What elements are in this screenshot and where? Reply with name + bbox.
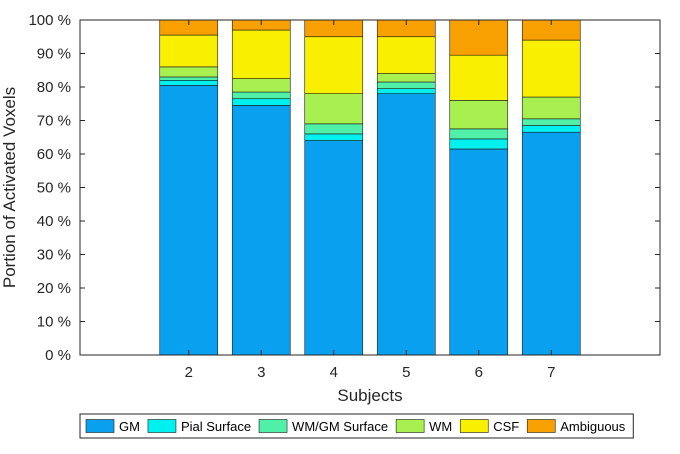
bar-segment-wm-subject-5 <box>376 73 436 83</box>
legend-swatch-ambiguous <box>526 419 556 433</box>
bar-segment-wm-subject-7 <box>521 96 581 120</box>
y-tick-label: 30 % <box>37 247 71 264</box>
bar-segment-wm-subject-2 <box>159 66 219 78</box>
bar-segment-pial-surface-subject-6 <box>449 138 509 150</box>
bar-segment-csf-subject-7 <box>521 39 581 98</box>
legend-swatch-pial-surface <box>147 419 177 433</box>
bar-segment-csf-subject-6 <box>449 54 509 101</box>
legend-label-csf: CSF <box>493 419 519 434</box>
bar-segment-wm-gm-surface-subject-6 <box>449 128 509 140</box>
x-axis-label: Subjects <box>337 386 402 405</box>
bar-segment-gm-subject-6 <box>449 148 509 356</box>
bar-segment-wm-gm-surface-subject-4 <box>304 123 364 135</box>
y-tick-label: 20 % <box>37 280 71 297</box>
y-tick-label: 100 % <box>28 12 71 29</box>
bar-segment-gm-subject-7 <box>521 131 581 356</box>
x-axis-ticks: 2 3 4 5 6 7 <box>185 20 555 381</box>
bar-segment-csf-subject-3 <box>231 29 291 79</box>
bar-segment-wm-gm-surface-subject-5 <box>376 81 436 89</box>
legend-swatch-csf <box>459 419 489 433</box>
bar-segment-ambiguous-subject-6 <box>449 19 509 56</box>
bar-segment-pial-surface-subject-7 <box>521 125 581 133</box>
legend-label-pial-surface: Pial Surface <box>181 419 251 434</box>
y-axis-ticks: 0 % 10 % 20 % 30 % 40 % 50 % 60 % 70 % 80 % 90 % 1… <box>28 12 660 364</box>
bar-segment-wm-subject-6 <box>449 100 509 130</box>
y-tick-label: 80 % <box>37 79 71 96</box>
bar-segment-wm-gm-surface-subject-3 <box>231 91 291 100</box>
bar-segment-pial-surface-subject-2 <box>159 80 219 86</box>
bar-segment-csf-subject-4 <box>304 36 364 95</box>
y-tick-label: 40 % <box>37 213 71 230</box>
bars-layer <box>159 19 581 356</box>
bar-segment-gm-subject-4 <box>304 140 364 356</box>
bar-segment-wm-gm-surface-subject-2 <box>159 76 219 81</box>
y-tick-label: 10 % <box>37 314 71 331</box>
bar-segment-gm-subject-2 <box>159 85 219 356</box>
bar-segment-pial-surface-subject-4 <box>304 133 364 141</box>
y-axis-label: Portion of Activated Voxels <box>0 87 19 288</box>
x-tick-label: 4 <box>330 364 338 381</box>
legend-label-gm: GM <box>119 419 140 434</box>
bar-segment-wm-subject-4 <box>304 93 364 125</box>
x-tick-label: 3 <box>257 364 265 381</box>
legend: GM Pial Surface WM/GM Surface WM CSF Ambiguou… <box>79 413 634 439</box>
bar-segment-gm-subject-5 <box>376 93 436 356</box>
legend-swatch-gm <box>85 419 115 433</box>
legend-label-wm-gm-surface: WM/GM Surface <box>292 419 388 434</box>
x-tick-label: 5 <box>402 364 410 381</box>
x-tick-label: 6 <box>475 364 483 381</box>
bar-segment-csf-subject-2 <box>159 34 219 68</box>
x-tick-label: 2 <box>185 364 193 381</box>
legend-swatch-wm-gm-surface <box>258 419 288 433</box>
y-tick-label: 50 % <box>37 180 71 197</box>
bar-segment-gm-subject-3 <box>231 105 291 356</box>
y-tick-label: 0 % <box>45 347 71 364</box>
y-tick-label: 70 % <box>37 113 71 130</box>
legend-swatch-wm <box>395 419 425 433</box>
y-tick-label: 60 % <box>37 146 71 163</box>
bar-segment-csf-subject-5 <box>376 36 436 74</box>
bar-segment-pial-surface-subject-5 <box>376 88 436 95</box>
y-tick-label: 90 % <box>37 46 71 63</box>
legend-label-ambiguous: Ambiguous <box>560 419 626 434</box>
bar-segment-wm-gm-surface-subject-7 <box>521 118 581 126</box>
bar-segment-wm-subject-3 <box>231 78 291 93</box>
bar-segment-pial-surface-subject-3 <box>231 98 291 106</box>
legend-label-wm: WM <box>429 419 452 434</box>
x-tick-label: 7 <box>547 364 555 381</box>
